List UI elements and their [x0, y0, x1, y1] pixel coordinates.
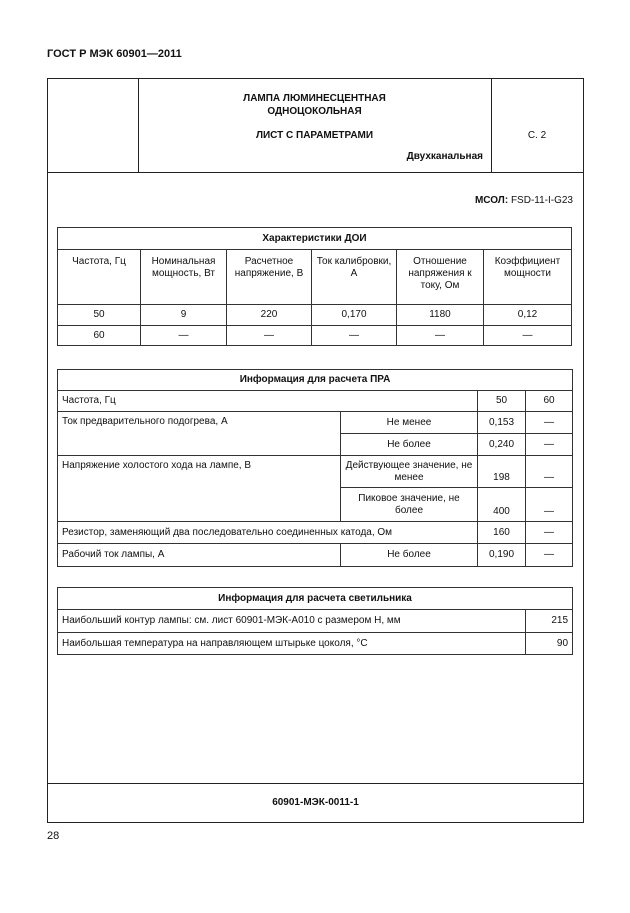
cell: 215: [524, 609, 574, 633]
sheet-footer-code: 60901-МЭК-0011-1: [272, 797, 359, 808]
table-row: 50 9 220 0,170 1180 0,12: [57, 304, 572, 326]
table-row: 60— — — — —: [57, 325, 572, 346]
cell: 160: [477, 521, 526, 544]
title-line: ЛАМПА ЛЮМИНЕСЦЕНТНАЯ: [243, 93, 386, 104]
table-row: Наибольшая температура на направляющем ш…: [57, 632, 574, 655]
cell: Не более: [340, 433, 478, 456]
cell: 0,190: [477, 543, 526, 567]
title-line: ОДНОЦОКОЛЬНАЯ: [267, 106, 362, 117]
divider: [491, 78, 492, 172]
cell: 1180: [396, 304, 484, 326]
cell: 220: [226, 304, 312, 326]
column-header: Ток калибровки, А: [311, 249, 397, 305]
doi-table: Характеристики ДОИ Частота, Гц Номинальн…: [57, 227, 572, 346]
table-title: Информация для расчета ПРА: [57, 369, 573, 391]
cell: 60: [525, 390, 573, 412]
cell: 50: [57, 304, 141, 326]
cell: Ток предварительного подогрева, А: [57, 411, 341, 456]
cell: 400: [477, 487, 526, 522]
cell: Пиковое значение, не более: [340, 487, 478, 522]
code-label: МСОЛ:: [474, 195, 509, 206]
cell: 60: [57, 325, 141, 346]
cell: —: [396, 325, 484, 346]
divider: [138, 78, 139, 172]
sheet-title: ЛАМПА ЛЮМИНЕСЦЕНТНАЯ ОДНОЦОКОЛЬНАЯ: [138, 92, 491, 118]
table-row: Напряжение холостого хода на лампе, В Дей…: [57, 455, 573, 522]
column-header: Частота, Гц: [57, 249, 141, 305]
lamp-type: Двухканальная: [406, 151, 483, 162]
cell: Частота, Гц: [57, 390, 478, 412]
cell: 0,240: [477, 433, 526, 456]
cell: 9: [140, 304, 227, 326]
ballast-table: Информация для расчета ПРА Частота, Гц 50…: [57, 369, 573, 567]
cell: —: [140, 325, 227, 346]
table-title: Характеристики ДОИ: [57, 227, 572, 250]
column-header: Отношение напряжения к току, Ом: [396, 249, 484, 305]
cell: Рабочий ток лампы, А: [57, 543, 341, 567]
table-row: Не более 0,240—: [58, 433, 573, 456]
table-title: Информация для расчета светильника: [56, 587, 574, 610]
cell: 50: [477, 390, 526, 412]
cell: Наибольшая температура на направляющем ш…: [57, 632, 526, 655]
table-row: Наибольший контур лампы: см. лист 60901-…: [57, 609, 574, 633]
cell: Резистор, заменяющий два последовательно…: [57, 521, 478, 544]
cell: Не менее: [340, 411, 478, 434]
table-row: Резистор, заменяющий два последовательно…: [57, 521, 573, 544]
column-header: Номинальная мощность, Вт: [140, 249, 227, 305]
column-header: Коэффициент мощности: [483, 249, 572, 305]
page-ref: С. 2: [527, 130, 547, 141]
divider: [47, 783, 584, 784]
cell: —: [311, 325, 397, 346]
cell: —: [525, 455, 573, 488]
cell: 0,170: [311, 304, 397, 326]
cell: Напряжение холостого хода на лампе, В: [57, 455, 341, 522]
cell: 0,12: [483, 304, 572, 326]
cell: —: [525, 543, 573, 567]
cell: 198: [477, 455, 526, 488]
cell: Действующее значение, не менее: [340, 455, 478, 488]
table-row: Рабочий ток лампы, А Не более 0,190—: [57, 543, 573, 567]
cell: Наибольший контур лампы: см. лист 60901-…: [57, 609, 526, 633]
luminaire-table: Информация для расчета светильника Наибо…: [56, 587, 574, 655]
page-number: 28: [47, 830, 60, 842]
divider: [47, 172, 584, 173]
table-row: Ток предварительного подогрева, А Не мене…: [57, 411, 573, 456]
code-value: FSD-11-I-G23: [510, 195, 573, 206]
cell: Не более: [340, 543, 478, 567]
cell: —: [226, 325, 312, 346]
sheet-subtitle: ЛИСТ С ПАРАМЕТРАМИ: [255, 130, 374, 141]
column-header: Расчетное напряжение, В: [226, 249, 312, 305]
cell: —: [525, 487, 573, 522]
cell: 0,153: [477, 411, 526, 434]
running-header: ГОСТ Р МЭК 60901—2011: [47, 48, 182, 60]
cell: 90: [524, 632, 574, 655]
cell: —: [525, 521, 573, 544]
cell: —: [483, 325, 572, 346]
cell: —: [525, 411, 573, 434]
cell: —: [525, 433, 573, 456]
table-row: Частота, Гц 50 60: [57, 390, 573, 412]
sheet-frame: [47, 78, 584, 823]
lamp-code: МСОЛ: FSD-11-I-G23: [380, 195, 573, 206]
